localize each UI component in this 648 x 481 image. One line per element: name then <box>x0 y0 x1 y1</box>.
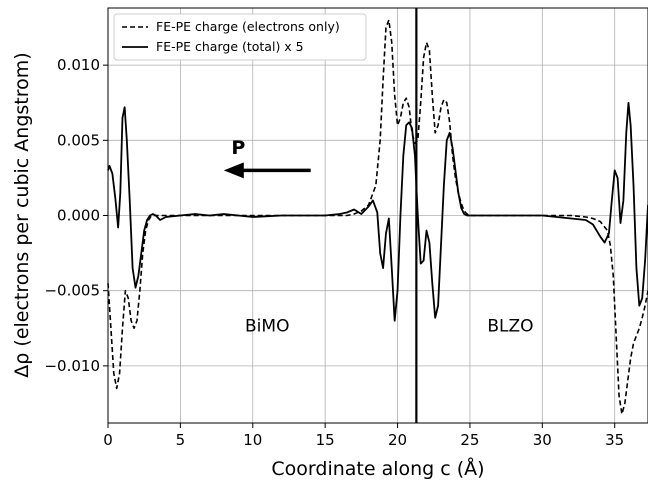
series-line-electrons <box>107 19 648 415</box>
data-series <box>107 19 648 415</box>
x-tick-label: 0 <box>103 431 113 449</box>
y-axis-label: Δρ (electrons per cubic Angstrom) <box>11 52 33 377</box>
x-tick-label: 30 <box>533 431 552 449</box>
x-axis-label: Coordinate along c (Å) <box>271 457 484 480</box>
y-tick-label: 0.010 <box>57 56 100 74</box>
series-line-total <box>107 101 648 322</box>
y-tick-label: −0.010 <box>44 357 100 375</box>
polarization-label: P <box>231 137 245 159</box>
y-tick-label: −0.005 <box>44 282 100 300</box>
x-tick-label: 25 <box>460 431 479 449</box>
region-label: BiMO <box>245 316 289 336</box>
x-tick-label: 20 <box>388 431 407 449</box>
x-tick-label: 15 <box>316 431 335 449</box>
y-tick-label: 0.000 <box>57 207 100 225</box>
axis-ticks: 0 5 10 15 20 25 30 35 −0.010 −0.005 0.000 0.005 0.01… <box>44 56 624 449</box>
legend-entry-total: FE-PE charge (total) x 5 <box>156 39 304 54</box>
annotations: BiMO BLZO P <box>223 8 534 423</box>
x-tick-label: 35 <box>605 431 624 449</box>
x-tick-label: 10 <box>243 431 262 449</box>
polarization-arrow-head <box>223 162 244 179</box>
legend-box <box>113 13 367 61</box>
y-tick-label: 0.005 <box>57 131 100 149</box>
x-tick-label: 5 <box>176 431 186 449</box>
region-label: BLZO <box>487 316 533 336</box>
legend: FE-PE charge (electrons only) FE-PE char… <box>113 13 367 61</box>
legend-entry-electrons: FE-PE charge (electrons only) <box>156 19 340 34</box>
